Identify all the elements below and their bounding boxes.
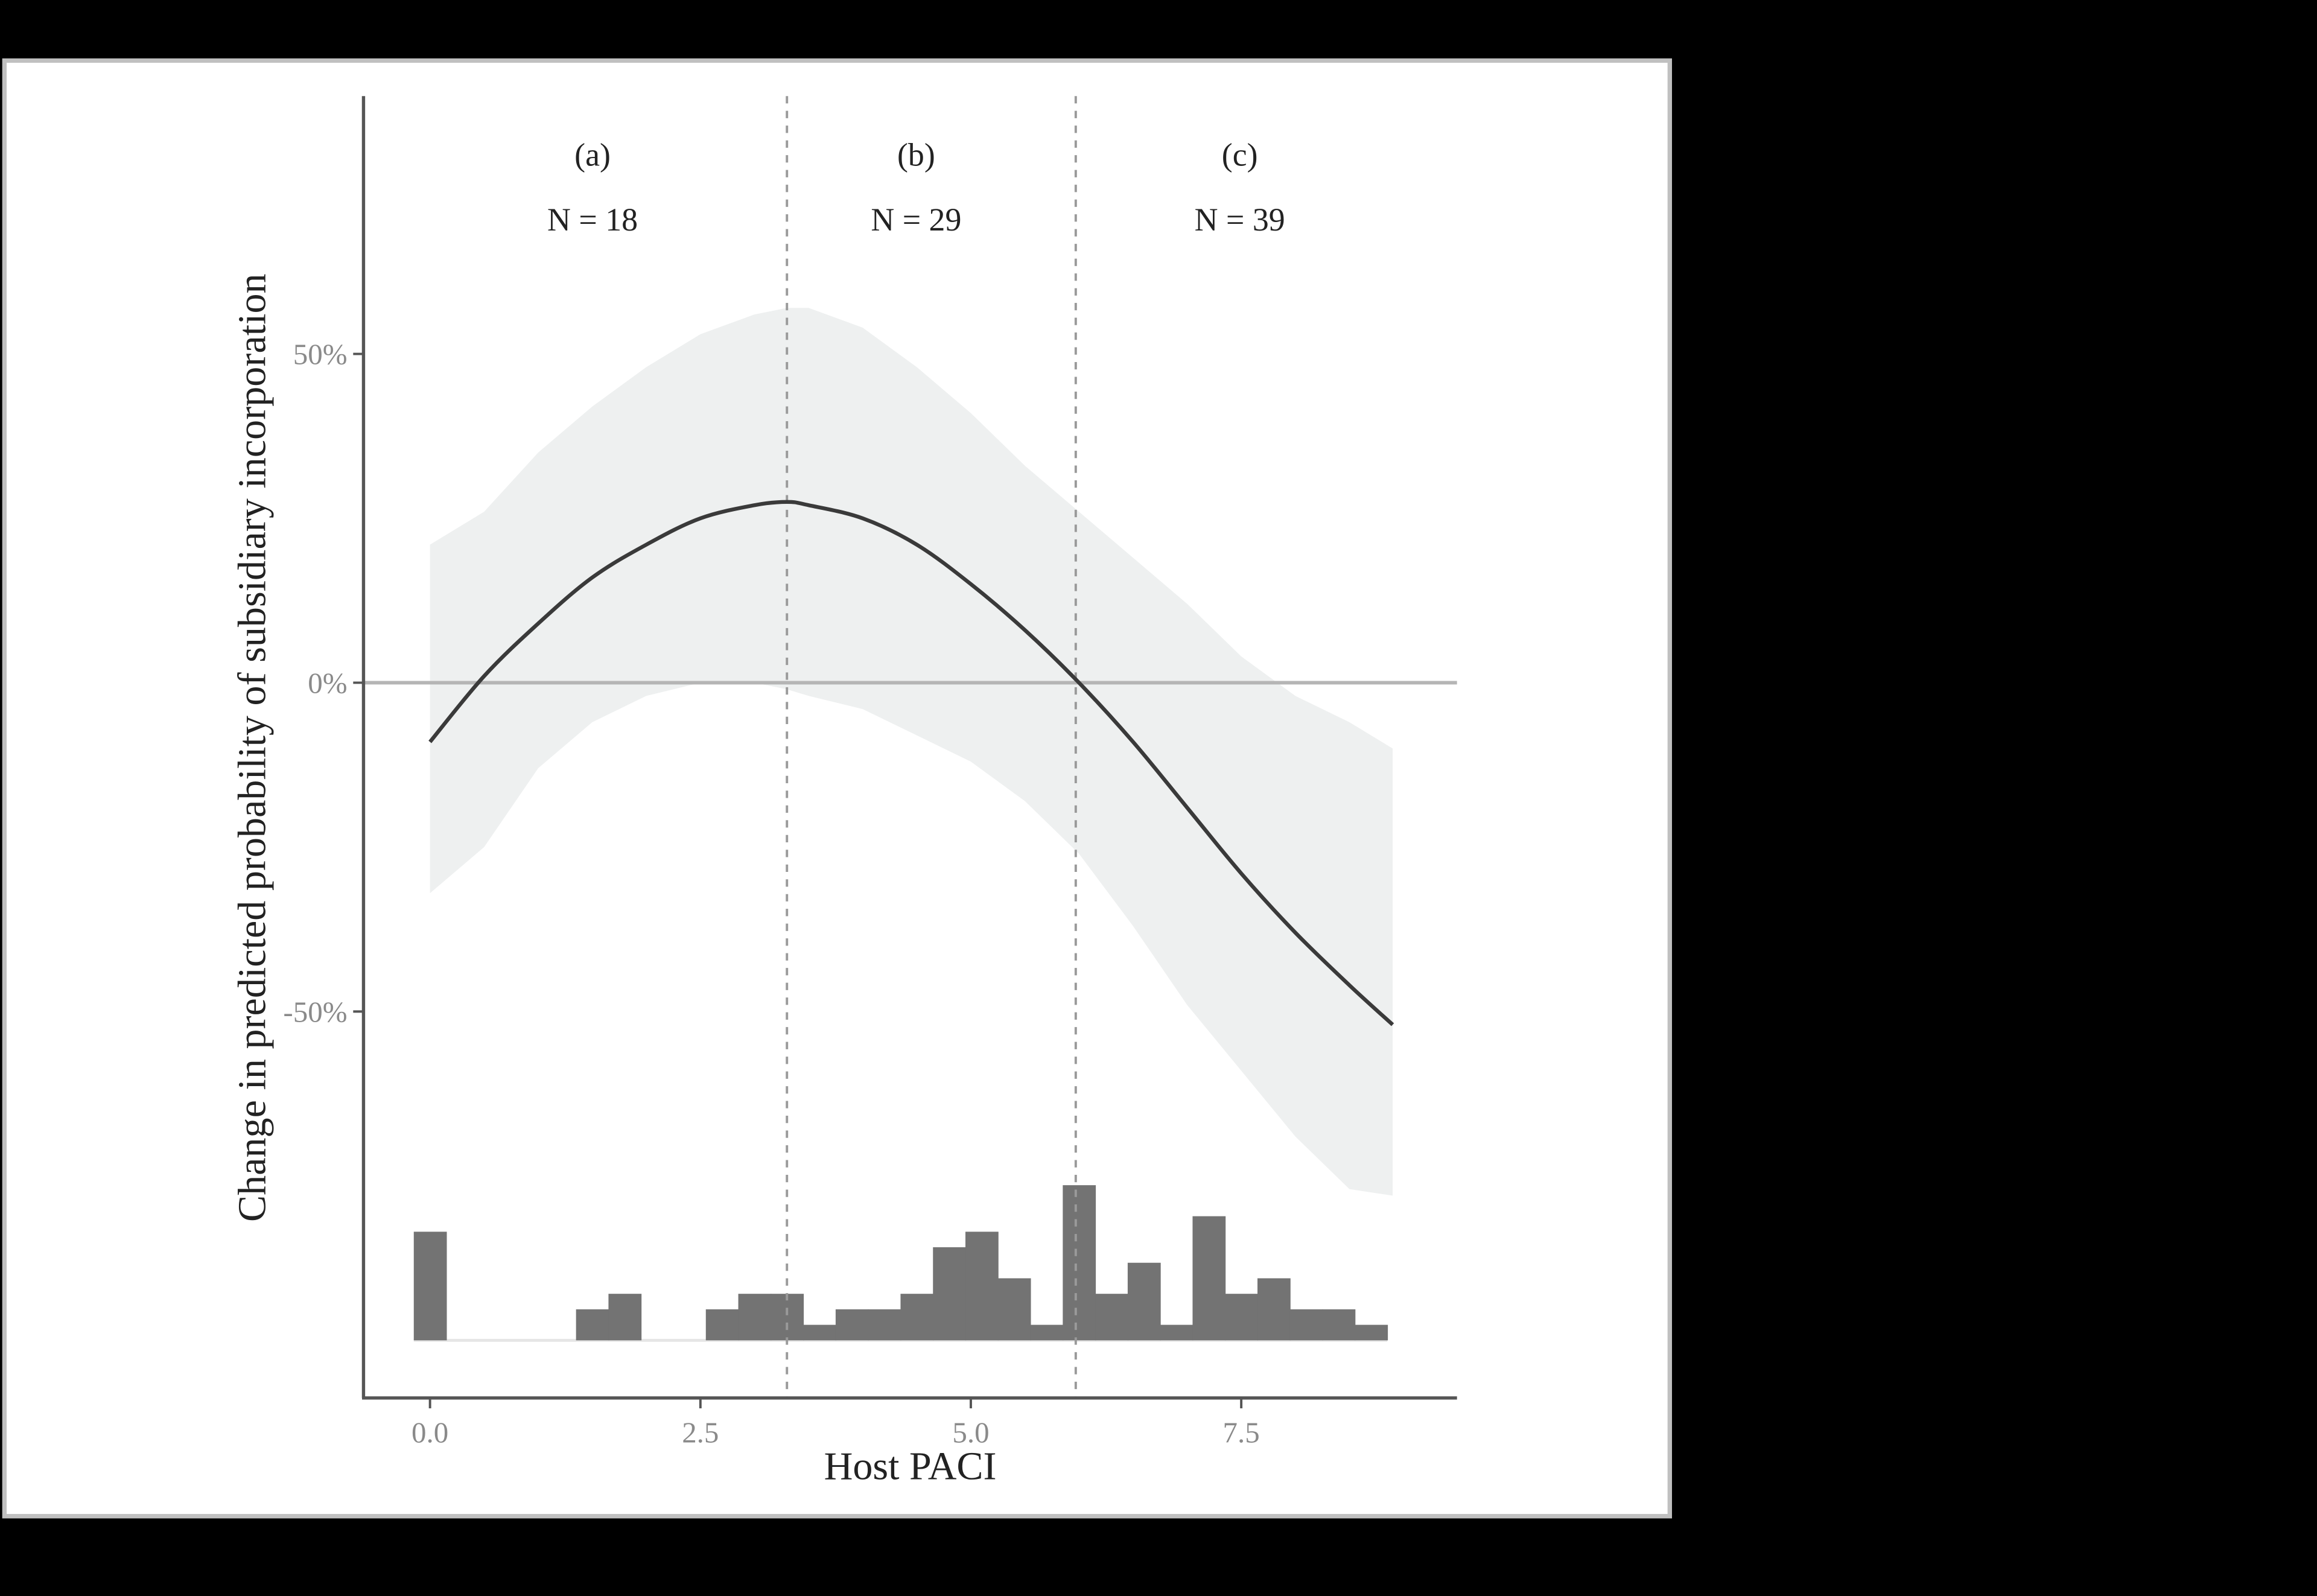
y-tick-label: -50% <box>283 996 347 1029</box>
histogram-bar <box>1095 1294 1128 1341</box>
x-axis-label: Host PACI <box>824 1445 997 1489</box>
histogram-bar <box>608 1294 642 1341</box>
histogram-bar <box>413 1232 447 1341</box>
histogram-bar <box>1322 1309 1356 1341</box>
histogram-bar <box>738 1294 772 1341</box>
region-label: (a) <box>574 136 611 173</box>
region-label: (b) <box>897 136 935 173</box>
histogram-bar <box>997 1278 1031 1341</box>
x-tick-label: 0.0 <box>412 1416 448 1449</box>
histogram-bar <box>1160 1324 1193 1341</box>
histogram-bar <box>1030 1324 1064 1341</box>
y-axis-label: Change in predicted probability of subsi… <box>230 273 274 1222</box>
histogram-bar <box>933 1247 966 1341</box>
region-dividers <box>786 96 1077 1398</box>
histogram-bar <box>705 1309 739 1341</box>
marginal-effect-curve <box>428 500 1394 1026</box>
histogram-bar <box>771 1294 804 1341</box>
region-count-label: N = 39 <box>1195 202 1285 238</box>
y-axis-ticks: 50% 0% -50% <box>283 338 364 1029</box>
y-tick-label: 50% <box>293 338 348 371</box>
y-tick-label: 0% <box>308 667 347 700</box>
x-tick-label: 7.5 <box>1223 1416 1260 1449</box>
histogram <box>413 1185 1388 1342</box>
histogram-bar <box>1063 1185 1096 1341</box>
histogram-bar <box>1127 1262 1161 1341</box>
x-tick-label: 5.0 <box>952 1416 989 1449</box>
histogram-bar <box>1355 1324 1388 1341</box>
region-label: (c) <box>1222 136 1258 173</box>
histogram-bar <box>965 1232 999 1341</box>
x-tick-label: 2.5 <box>682 1416 719 1449</box>
histogram-bar <box>868 1309 901 1341</box>
histogram-bar <box>1225 1294 1259 1341</box>
histogram-bar <box>1257 1278 1291 1341</box>
x-axis-ticks: 0.0 2.5 5.0 7.5 <box>412 1397 1260 1449</box>
region-count-label: N = 18 <box>547 202 638 238</box>
histogram-bar <box>1289 1309 1323 1341</box>
histogram-bar <box>900 1294 934 1341</box>
region-labels: (a) N = 18 (b) N = 29 (c) N = 39 <box>547 136 1285 238</box>
marginal-effect-line <box>428 500 1394 1026</box>
histogram-bar <box>835 1309 869 1341</box>
histogram-bar <box>1192 1216 1226 1341</box>
histogram-bar <box>803 1324 836 1341</box>
region-count-label: N = 29 <box>871 202 961 238</box>
histogram-bar <box>576 1309 609 1341</box>
